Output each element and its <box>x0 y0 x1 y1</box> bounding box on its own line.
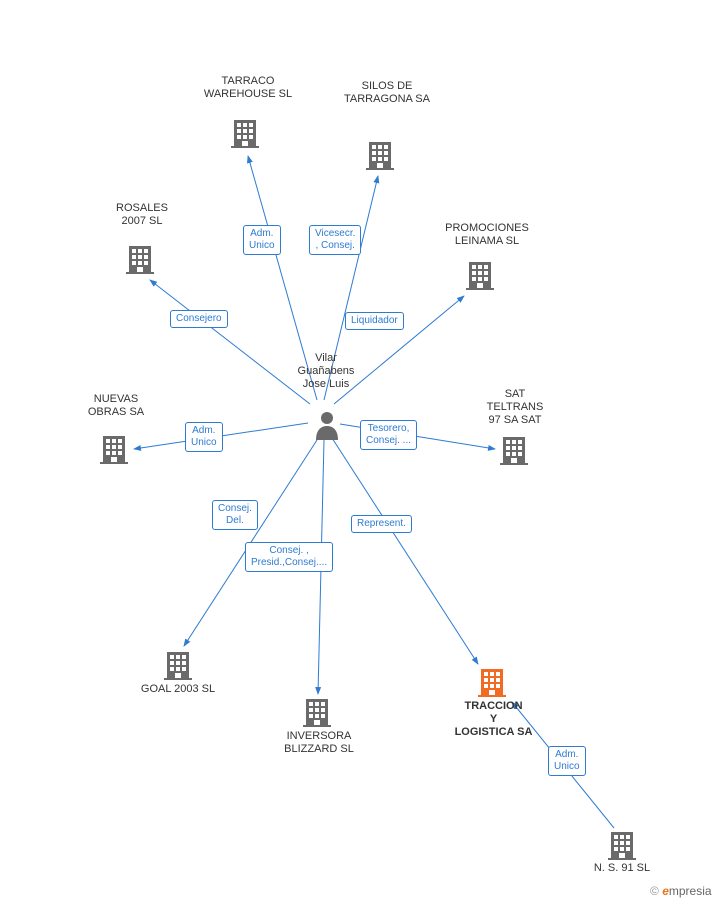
edge-label-vilar-nuevas: Adm. Unico <box>185 422 223 452</box>
node-label-traccion: TRACCION Y LOGISTICA SA <box>436 700 551 740</box>
credit-e: e <box>662 884 669 898</box>
credit: © empresia <box>650 884 712 898</box>
building-icon-ns91 <box>608 830 636 860</box>
node-label-silos: SILOS DE TARRAGONA SA <box>327 80 447 106</box>
node-label-rosales: ROSALES 2007 SL <box>102 202 182 228</box>
edge-label-vilar-rosales: Consejero <box>170 310 228 328</box>
node-label-goal: GOAL 2003 SL <box>128 683 228 696</box>
credit-rest: mpresia <box>669 884 712 898</box>
building-icon-traccion <box>478 667 506 697</box>
edge-label-vilar-goal: Consej. Del. <box>212 500 258 530</box>
edge-label-vilar-promociones: Liquidador <box>345 312 404 330</box>
edge-label-vilar-tarraco: Adm. Unico <box>243 225 281 255</box>
node-label-sat: SAT TELTRANS 97 SA SAT <box>475 388 555 428</box>
node-label-vilar: Vilar Guañabens Jose Luis <box>286 352 366 392</box>
node-label-ns91: N. S. 91 SL <box>582 862 662 875</box>
node-label-promociones: PROMOCIONES LEINAMA SL <box>427 222 547 248</box>
building-icon-silos <box>366 140 394 170</box>
node-label-inversora: INVERSORA BLIZZARD SL <box>264 730 374 756</box>
edge-vilar-traccion <box>332 438 478 664</box>
person-icon-vilar <box>314 410 340 440</box>
building-icon-sat <box>500 435 528 465</box>
building-icon-promociones <box>466 260 494 290</box>
edge-label-vilar-traccion: Represent. <box>351 515 412 533</box>
building-icon-tarraco <box>231 118 259 148</box>
edge-label-ns91-traccion: Adm. Unico <box>548 746 586 776</box>
building-icon-goal <box>164 650 192 680</box>
node-label-tarraco: TARRACO WAREHOUSE SL <box>188 75 308 101</box>
edge-label-vilar-sat: Tesorero, Consej. ... <box>360 420 417 450</box>
node-label-nuevas: NUEVAS OBRAS SA <box>76 393 156 419</box>
edge-label-vilar-inversora: Consej. , Presid.,Consej.... <box>245 542 333 572</box>
credit-c: © <box>650 884 659 898</box>
edge-label-vilar-silos: Vicesecr. , Consej. <box>309 225 361 255</box>
building-icon-nuevas <box>100 434 128 464</box>
building-icon-rosales <box>126 244 154 274</box>
building-icon-inversora <box>303 697 331 727</box>
